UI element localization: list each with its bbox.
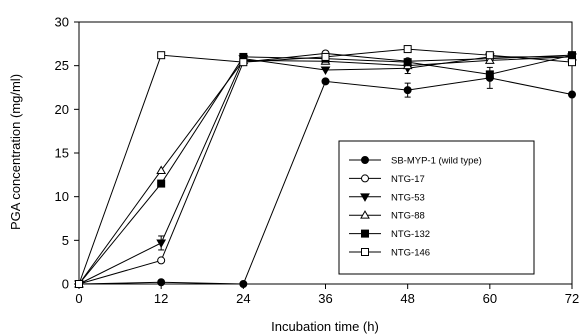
y-tick-label: 0 [62,277,69,292]
legend-label: NTG-132 [391,229,430,240]
data-point [239,58,248,67]
legend-marker [360,193,370,202]
x-tick-label: 24 [236,291,250,306]
legend-label: NTG-88 [391,211,425,222]
legend-label: NTG-146 [391,248,430,259]
data-point [485,70,494,79]
data-point [484,55,495,64]
x-axis-label: Incubation time (h) [271,319,379,334]
data-point [321,77,330,86]
data-point [321,52,330,61]
data-point [568,90,576,99]
legend-marker [360,210,370,219]
legend-label: SB-MYP-1 (wild type) [391,156,482,167]
legend-marker [361,248,369,256]
data-point [156,165,167,174]
data-point [239,280,248,288]
axes: 0 12 24 36 48 60 72 0 5 10 15 20 25 30 [55,15,580,307]
legend-label: NTG-53 [391,192,425,203]
legend-marker [361,156,369,164]
data-point [568,51,576,60]
x-tick-label: 72 [565,291,579,306]
y-tick-label: 20 [55,102,69,117]
data-point [157,179,166,188]
y-tick-label: 30 [55,15,69,30]
data-point [157,51,166,60]
legend: SB-MYP-1 (wild type) NTG-17 NTG-53 NTG-88 NT… [338,140,535,275]
data-point [156,239,167,248]
data-point [403,45,412,54]
legend-label: NTG-17 [391,174,425,185]
legend-marker [361,174,369,183]
legend-marker [361,229,369,238]
x-tick-label: 48 [400,291,414,306]
y-tick-label: 5 [62,233,69,248]
y-axis-label: PGA concentration (mg/ml) [8,74,23,230]
data-point [485,51,494,60]
data-point [403,86,412,95]
data-point [157,256,166,265]
data-point [320,66,331,76]
series-layer [74,45,577,290]
x-tick-label: 36 [318,291,332,306]
x-tick-label: 12 [154,291,168,306]
data-point [568,58,576,67]
y-tick-label: 25 [55,58,69,73]
x-tick-label: 0 [75,291,82,306]
y-tick-label: 10 [55,189,69,204]
data-point [403,58,412,67]
series-6 [75,45,576,288]
x-tick-label: 60 [483,291,497,306]
data-point [75,280,83,288]
data-point [157,278,166,287]
y-tick-label: 15 [55,146,69,161]
